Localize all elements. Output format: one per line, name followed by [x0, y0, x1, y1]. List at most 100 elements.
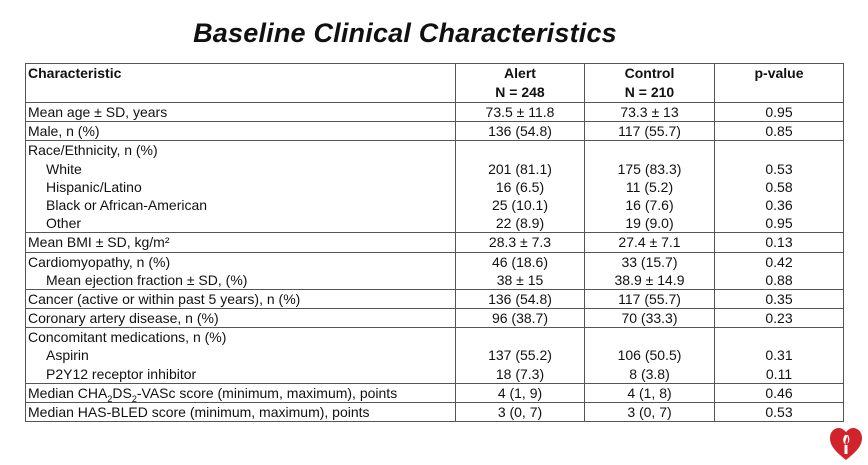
empty-line [587, 329, 712, 347]
pvalue-cell: 0.46 [714, 382, 844, 404]
header-row: Characteristic Alert N = 248 Control N =… [25, 63, 844, 103]
control-value: 70 (33.3) [621, 310, 678, 327]
row-label: Male, n (%) [28, 123, 100, 140]
control-value: 19 (9.0) [625, 215, 674, 232]
header-characteristic: Characteristic [25, 63, 456, 103]
alert-value: 16 (6.5) [495, 178, 545, 195]
p-value: 0.58 [765, 178, 793, 195]
pvalue-cell: 0.13 [714, 232, 844, 253]
p-value: 0.13 [765, 234, 793, 251]
sub-row-label: Mean ejection fraction ± SD, (%) [46, 271, 248, 288]
header-control: Control N = 210 [584, 63, 715, 103]
sub-row-label: Black or African-American [46, 196, 208, 213]
alert-cell: 136 (54.8) [455, 121, 585, 142]
header-alert-n: N = 248 [495, 84, 545, 100]
alert-value: 25 (10.1) [491, 196, 549, 213]
p-value: 0.95 [765, 215, 793, 232]
characteristic-cell: Coronary artery disease, n (%) [25, 308, 456, 329]
table-row: Median HAS-BLED score (minimum, maximum)… [25, 401, 844, 423]
characteristic-cell: Cancer (active or within past 5 years), … [25, 288, 456, 310]
p-value: 0.31 [765, 347, 793, 364]
header-control-n: N = 210 [624, 84, 675, 100]
control-cell: 70 (33.3) [584, 308, 715, 329]
empty-line [717, 142, 841, 160]
table-row: Cardiomyopathy, n (%) Mean ejection fract… [25, 251, 844, 290]
slide-title: Baseline Clinical Characteristics [193, 18, 617, 48]
alert-value: 18 (7.3) [495, 365, 545, 382]
pvalue-cell: 0.85 [714, 121, 844, 142]
table-row: Concomitant medications, n (%) Aspirin P2Y… [25, 327, 844, 384]
alert-value: 96 (38.7) [491, 310, 549, 327]
pvalue-cell: 0.35 [714, 288, 844, 310]
p-value: 0.88 [765, 271, 793, 288]
control-cell: 117 (55.7) [584, 121, 715, 142]
header-alert: Alert N = 248 [455, 63, 585, 103]
sub-row-label: Hispanic/Latino [46, 178, 142, 195]
control-cell: 117 (55.7) [584, 288, 715, 310]
characteristic-cell: Cardiomyopathy, n (%) Mean ejection fract… [25, 251, 456, 290]
alert-value: 22 (8.9) [495, 215, 545, 232]
table-row: Mean age ± SD, years 73.5 ± 11.8 73.3 ± 13… [25, 101, 844, 123]
characteristic-cell: Concomitant medications, n (%) Aspirin P2Y… [25, 327, 456, 384]
control-value: 27.4 ± 7.1 [618, 234, 681, 251]
control-cell: 175 (83.3) 11 (5.2) 16 (7.6) 19 (9.0) [584, 140, 715, 234]
alert-value: 3 (0, 7) [497, 404, 543, 420]
alert-value: 28.3 ± 7.3 [488, 234, 552, 251]
control-value: 117 (55.7) [618, 290, 681, 307]
pvalue-cell: 0.53 [714, 401, 844, 423]
control-value: 106 (50.5) [617, 347, 682, 364]
sub-row-label: Aspirin [46, 347, 89, 364]
table-row: Coronary artery disease, n (%) 96 (38.7) 7… [25, 308, 844, 329]
p-value: 0.42 [765, 253, 793, 270]
pvalue-cell: 0.42 0.88 [714, 251, 844, 290]
control-cell: 4 (1, 8) [584, 382, 715, 404]
pvalue-cell: 0.31 0.11 [714, 327, 844, 384]
sub-row-label: P2Y12 receptor inhibitor [46, 365, 197, 382]
table-row: Mean BMI ± SD, kg/m² 28.3 ± 7.3 27.4 ± 7.1… [25, 232, 844, 253]
pvalue-cell: 0.95 [714, 101, 844, 123]
p-value: 0.46 [765, 384, 793, 401]
alert-value: 38 ± 15 [496, 271, 544, 288]
p-value: 0.95 [765, 104, 793, 120]
control-value: 4 (1, 8) [627, 384, 672, 401]
control-cell: 33 (15.7) 38.9 ± 14.9 [584, 251, 715, 290]
alert-cell: 96 (38.7) [455, 308, 585, 329]
alert-cell: 137 (55.2) 18 (7.3) [455, 327, 585, 384]
row-label: Cardiomyopathy, n (%) [28, 253, 171, 270]
label-part: 2 [107, 393, 113, 403]
table-row: Male, n (%) 136 (54.8) 117 (55.7) 0.85 [25, 121, 844, 142]
table-row: Median CHA2DS2-VASc score (minimum, maxi… [25, 382, 844, 404]
heart-torch-icon [830, 428, 862, 460]
alert-cell: 4 (1, 9) [455, 382, 585, 404]
control-value: 11 (5.2) [625, 178, 674, 195]
control-value: 33 (15.7) [621, 253, 678, 270]
label-part: -VASc score (minimum, maximum), points [136, 384, 398, 401]
alert-cell: 28.3 ± 7.3 [455, 232, 585, 253]
row-label: Race/Ethnicity, n (%) [28, 142, 158, 159]
pvalue-cell: 0.23 [714, 308, 844, 329]
header-pvalue: p-value [714, 63, 844, 103]
alert-cell: 73.5 ± 11.8 [455, 101, 585, 123]
characteristics-table: Characteristic Alert N = 248 Control N =… [25, 63, 844, 423]
characteristic-cell: Median CHA2DS2-VASc score (minimum, maxi… [25, 382, 456, 404]
row-label: Mean BMI ± SD, kg/m² [28, 234, 170, 251]
alert-cell: 3 (0, 7) [455, 401, 585, 423]
alert-cell: 136 (54.8) [455, 288, 585, 310]
control-cell: 27.4 ± 7.1 [584, 232, 715, 253]
control-value: 38.9 ± 14.9 [614, 271, 685, 288]
p-value: 0.35 [765, 290, 793, 307]
table-row: Cancer (active or within past 5 years), … [25, 288, 844, 310]
p-value: 0.36 [765, 196, 793, 213]
p-value: 0.53 [765, 160, 793, 177]
control-value: 8 (3.8) [629, 365, 670, 382]
control-cell: 106 (50.5) 8 (3.8) [584, 327, 715, 384]
empty-line [717, 329, 841, 347]
p-value: 0.53 [765, 404, 793, 420]
alert-cell: 201 (81.1) 16 (6.5) 25 (10.1) 22 (8.9) [455, 140, 585, 234]
alert-value: 136 (54.8) [488, 123, 552, 140]
characteristic-cell: Male, n (%) [25, 121, 456, 142]
alert-value: 136 (54.8) [488, 290, 552, 307]
sub-row-label: Other [46, 215, 82, 232]
p-value: 0.11 [765, 365, 793, 382]
control-value: 73.3 ± 13 [620, 104, 679, 120]
